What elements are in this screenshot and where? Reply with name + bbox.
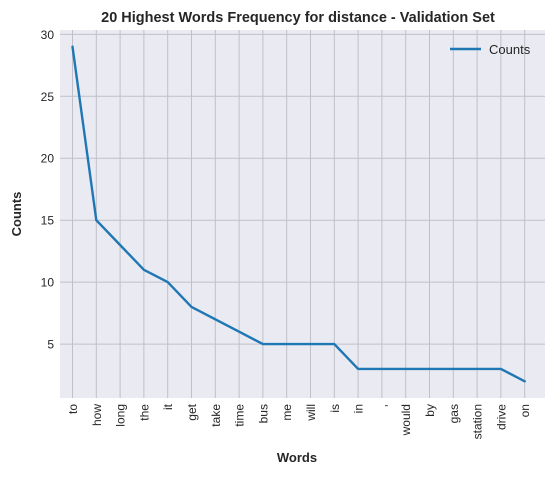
x-tick-label: by [423,404,437,417]
x-tick-label: station [471,404,485,439]
x-tick-labels: to how long the it get take time bus me will is in, w… [66,403,532,439]
y-tick-label: 20 [41,152,55,166]
x-tick-label: bus [256,404,270,423]
x-tick-label: take [209,404,223,427]
x-tick-label: , [375,404,389,407]
data-point [452,368,454,370]
legend-label-counts: Counts [489,42,531,57]
x-tick-label: on [518,404,532,417]
data-point [333,343,335,345]
data-point [71,46,73,48]
legend: Counts [450,42,531,57]
data-point [309,343,311,345]
x-tick-label: time [233,404,247,427]
chart-title: 20 Highest Words Frequency for distance … [101,10,495,26]
y-tick-labels: 5 10 15 20 25 30 [41,28,55,352]
data-point [286,343,288,345]
x-tick-label: drive [494,404,508,430]
plot-area [60,30,545,398]
data-point [476,368,478,370]
x-tick-label: in [352,404,366,413]
data-point [238,331,240,333]
data-point [262,343,264,345]
x-tick-label: long [114,404,128,427]
data-point [190,306,192,308]
y-axis-label: Counts [9,192,24,237]
x-tick-label: gas [447,404,461,423]
x-axis-label: Words [277,450,317,465]
x-tick-label: it [161,403,175,410]
series-layer [71,45,526,383]
x-tick-label: is [328,404,342,413]
y-tick-label: 5 [47,338,54,352]
data-point [500,368,502,370]
y-tick-label: 15 [41,214,55,228]
x-tick-label: will [304,404,318,422]
series-line-counts [71,45,526,383]
x-tick-label: me [280,404,294,421]
y-tick-label: 25 [41,90,55,104]
x-tick-label: the [137,404,151,421]
x-tick-label: get [185,403,199,420]
data-point [95,219,97,221]
y-tick-label: 10 [41,276,55,290]
data-point [143,269,145,271]
data-point [381,368,383,370]
y-tick-label: 30 [41,28,55,42]
data-point [119,244,121,246]
data-point [524,380,526,382]
grid-lines [60,30,545,398]
x-tick-label: how [90,404,104,426]
data-point [214,318,216,320]
data-point [405,368,407,370]
data-point [428,368,430,370]
data-point [357,368,359,370]
x-tick-label: would [399,404,413,436]
x-tick-label: to [66,404,80,414]
data-point [167,281,169,283]
